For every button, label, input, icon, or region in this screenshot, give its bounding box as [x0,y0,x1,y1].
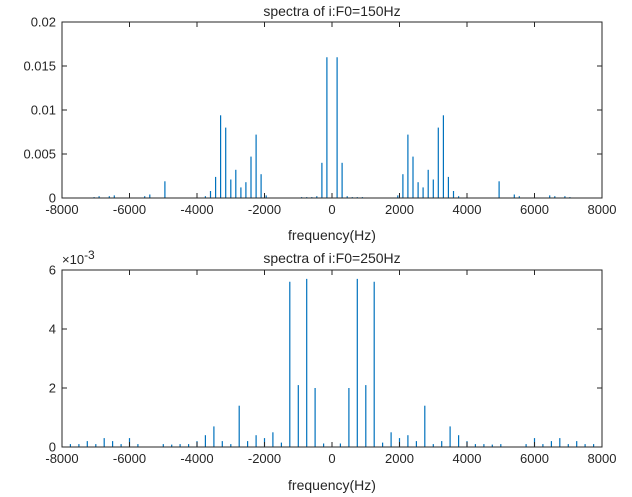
bottom-plot-y-multiplier-exponent: -3 [84,248,95,262]
top-plot-ytick-label: 0 [49,191,56,206]
bottom-plot-xtick-label: 8000 [588,451,617,466]
top-plot-xtick-label: -6000 [113,202,146,217]
bottom-plot-xtick-label: -8000 [45,451,78,466]
top-plot-ytick-label: 0.02 [31,15,56,30]
top-plot-xtick-label: 0 [328,202,335,217]
top-plot-xtick-label: -4000 [180,202,213,217]
top-plot-xtick-label: -8000 [45,202,78,217]
bottom-plot-frame [61,269,603,448]
bottom-plot-stems [69,278,595,447]
bottom-plot-xtick-label: -2000 [248,451,281,466]
bottom-plot-xtick-label: 6000 [520,451,549,466]
top-plot-xtick-label: -2000 [248,202,281,217]
bottom-plot-y-multiplier: ×10-3 [62,248,95,267]
bottom-plot-title: spectra of i:F0=250Hz [263,250,400,266]
bottom-plot: spectra of i:F0=250Hz ×10-3 -8000 -6000 -4… [45,248,616,493]
bottom-plot-ytick-label: 6 [49,263,56,278]
bottom-plot-xtick-label: -4000 [180,451,213,466]
bottom-plot-y-multiplier-base: ×10 [62,252,84,267]
bottom-plot-xtick-label: 0 [328,451,335,466]
top-plot-xtick-label: 8000 [588,202,617,217]
bottom-plot-xtick-label: 4000 [453,451,482,466]
top-plot: spectra of i:F0=150Hz -8000 -6000 -4000 -20… [23,3,616,243]
top-plot-ytick-label: 0.015 [23,59,56,74]
bottom-plot-xlabel: frequency(Hz) [288,477,376,493]
top-plot-ytick-label: 0.005 [23,147,56,162]
top-plot-frame [61,21,603,199]
top-plot-xtick-label: 2000 [385,202,414,217]
top-plot-title: spectra of i:F0=150Hz [263,3,400,19]
bottom-plot-ytick-label: 4 [49,322,56,337]
bottom-plot-ticks: -8000 -6000 -4000 -2000 0 2000 4000 6000 8000 0 2 4… [45,263,616,467]
top-plot-xlabel: frequency(Hz) [288,227,376,243]
top-plot-ytick-label: 0.01 [31,103,56,118]
top-plot-ticks: -8000 -6000 -4000 -2000 0 2000 4000 6000 8000 0 0.… [23,15,616,218]
bottom-plot-ytick-label: 0 [49,440,56,455]
top-plot-xtick-label: 6000 [520,202,549,217]
top-plot-stems [93,57,571,198]
top-plot-xtick-label: 4000 [453,202,482,217]
bottom-plot-ytick-label: 2 [49,381,56,396]
bottom-plot-xtick-label: 2000 [385,451,414,466]
bottom-plot-xtick-label: -6000 [113,451,146,466]
